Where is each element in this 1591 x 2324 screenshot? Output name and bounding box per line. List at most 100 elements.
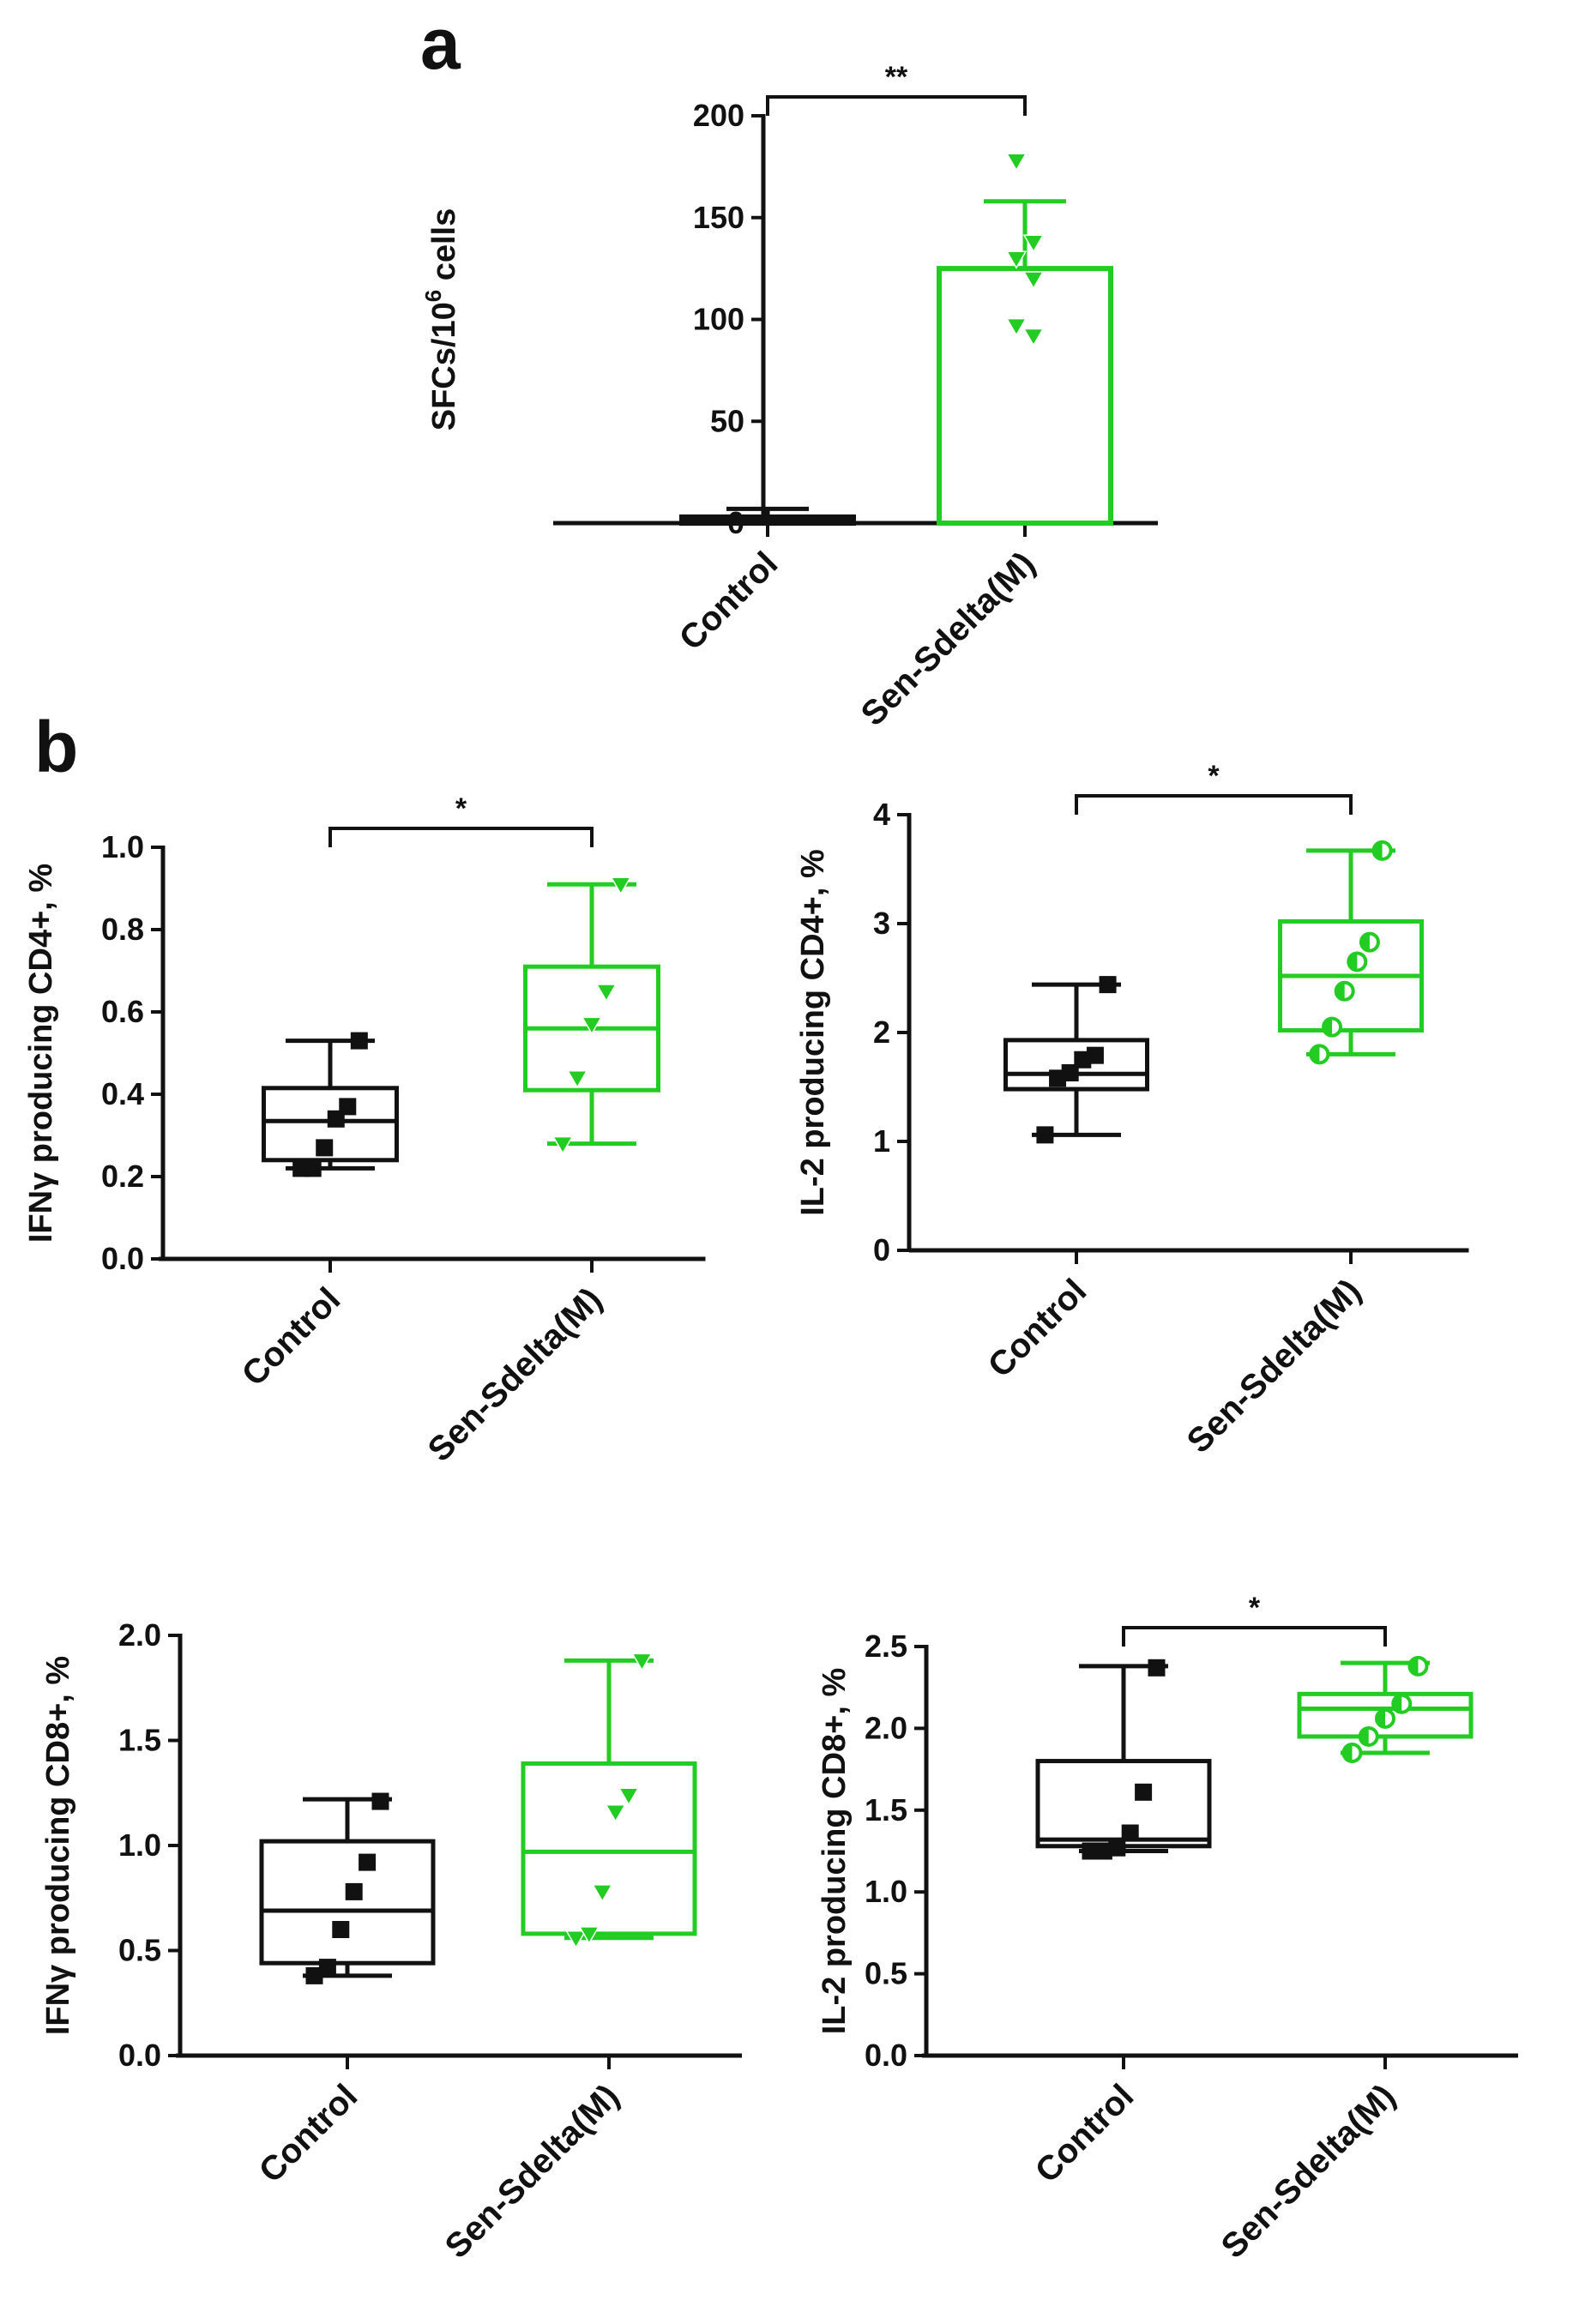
- x-tick-label: Sen-Sdelta(M): [421, 1280, 610, 1469]
- data-point: [610, 876, 632, 895]
- y-tick-label: 0.8: [101, 912, 144, 947]
- significance-bracket: [766, 95, 1027, 116]
- data-point: [1322, 1016, 1343, 1038]
- significance-bracket: [328, 827, 594, 847]
- data-point: [578, 1926, 600, 1945]
- chart-5: 0.0 0.5 1.0 1.5 2.0 2.5 Control Sen-Sdelta(M) IL…: [817, 1592, 1518, 2266]
- y-tick-label: 1.0: [101, 829, 144, 864]
- marker-fill: [1409, 1657, 1419, 1675]
- data-point: [1036, 1126, 1054, 1144]
- data-point: [305, 1966, 323, 1984]
- y-tick-label: 50: [710, 403, 744, 438]
- y-tick-label: 2.0: [865, 1710, 907, 1745]
- panel-label: a: [420, 3, 461, 84]
- data-point: [359, 1853, 377, 1871]
- y-tick-label: 3: [873, 906, 890, 941]
- data-point: [350, 1032, 368, 1050]
- data-point: [1082, 1842, 1100, 1860]
- significance-label: *: [1249, 1592, 1261, 1624]
- y-axis-label-base: IL-2 producing CD8+, %: [817, 1668, 853, 2035]
- chart-3: 0 1 2 3 4 Control Sen-Sdelta(M) IL-2 producing …: [795, 760, 1469, 1460]
- significance-bracket: [1122, 1626, 1387, 1647]
- y-tick-label: 1: [873, 1123, 890, 1159]
- y-tick-label: 1.0: [865, 1874, 907, 1909]
- y-axis-label-tail: cells: [426, 208, 462, 290]
- y-tick-label: 2: [873, 1014, 890, 1050]
- y-axis-label-base: IFN: [40, 1983, 76, 2035]
- box: [1297, 1691, 1473, 1739]
- x-tick-label: Sen-Sdelta(M): [1214, 2077, 1403, 2266]
- data-point: [1094, 1842, 1112, 1860]
- chart-4: 0.0 0.5 1.0 1.5 2.0 Control Sen-Sdelta(M) IFNγ …: [40, 1617, 742, 2266]
- marker-fill: [1348, 953, 1358, 971]
- y-tick-label: 0: [873, 1232, 890, 1267]
- data-point: [1341, 1743, 1363, 1764]
- y-axis-label-tail: producing CD8+, %: [40, 1656, 76, 1965]
- marker-fill: [1311, 1045, 1320, 1063]
- marker-fill: [1323, 1018, 1333, 1036]
- significance-bracket: [1075, 794, 1353, 815]
- bar: [679, 514, 856, 526]
- data-point: [591, 1884, 613, 1903]
- data-point: [1334, 980, 1355, 1002]
- marker-fill: [1343, 1744, 1353, 1762]
- y-tick-label: 0.0: [118, 2038, 161, 2073]
- data-point: [1005, 153, 1028, 172]
- y-axis-label-base: IL-2 producing CD4+, %: [795, 849, 831, 1216]
- y-tick-label: 0.2: [101, 1159, 144, 1194]
- data-point: [1391, 1693, 1413, 1714]
- y-tick-label: 2.5: [865, 1629, 907, 1664]
- data-point: [1022, 328, 1045, 346]
- data-point: [565, 1930, 587, 1949]
- marker-fill: [1335, 982, 1345, 1000]
- data-point: [318, 1959, 336, 1977]
- x-tick-label: Sen-Sdelta(M): [1180, 1272, 1369, 1460]
- data-point: [371, 1792, 389, 1810]
- data-point: [345, 1882, 363, 1900]
- x-tick-label: Sen-Sdelta(M): [854, 545, 1043, 733]
- data-point: [551, 1135, 574, 1155]
- y-axis-label: IFNγ producing CD4+, %: [23, 864, 59, 1243]
- data-point: [1099, 976, 1117, 994]
- data-point: [618, 1787, 640, 1806]
- significance-label: *: [455, 792, 467, 825]
- data-point: [316, 1139, 334, 1157]
- data-point: [1061, 1063, 1079, 1081]
- data-point: [1148, 1659, 1166, 1677]
- y-axis-label-base: SFCs/10: [426, 302, 462, 430]
- significance-label: **: [885, 61, 908, 93]
- y-tick-label: 4: [873, 797, 890, 832]
- y-tick-label: 0.6: [101, 994, 144, 1029]
- panel-label: b: [34, 707, 78, 787]
- y-tick-label: 2.0: [118, 1617, 161, 1653]
- data-point: [1005, 317, 1028, 337]
- data-point: [1022, 271, 1045, 290]
- y-tick-label: 200: [693, 98, 744, 133]
- data-point: [1022, 234, 1045, 253]
- data-point: [1121, 1824, 1139, 1842]
- data-point: [1005, 250, 1028, 269]
- data-point: [1371, 840, 1393, 861]
- x-tick-label: Sen-Sdelta(M): [438, 2077, 627, 2266]
- bar: [937, 266, 1113, 526]
- significance-label: *: [1208, 760, 1220, 792]
- data-point: [304, 1159, 322, 1177]
- x-tick-label: Control: [235, 1280, 348, 1394]
- y-tick-label: 1.5: [118, 1723, 161, 1758]
- x-tick-label: Control: [1028, 2077, 1142, 2190]
- y-tick-label: 0.4: [101, 1076, 144, 1111]
- marker-fill: [1359, 1727, 1369, 1745]
- data-point: [1359, 931, 1380, 953]
- marker-fill: [1377, 1709, 1385, 1727]
- data-point: [1086, 1046, 1104, 1064]
- data-point: [1309, 1044, 1330, 1065]
- data-point: [1347, 951, 1368, 972]
- y-axis-label: SFCs/106 cells: [420, 208, 462, 431]
- y-tick-label: 0.5: [118, 1933, 161, 1968]
- data-point: [332, 1921, 350, 1938]
- y-tick-label: 150: [693, 200, 744, 235]
- y-tick-label: 1.5: [865, 1792, 907, 1827]
- y-axis-label-tail: producing CD4+, %: [23, 864, 59, 1172]
- y-tick-label: 1.0: [118, 1827, 161, 1863]
- box: [521, 1761, 697, 1936]
